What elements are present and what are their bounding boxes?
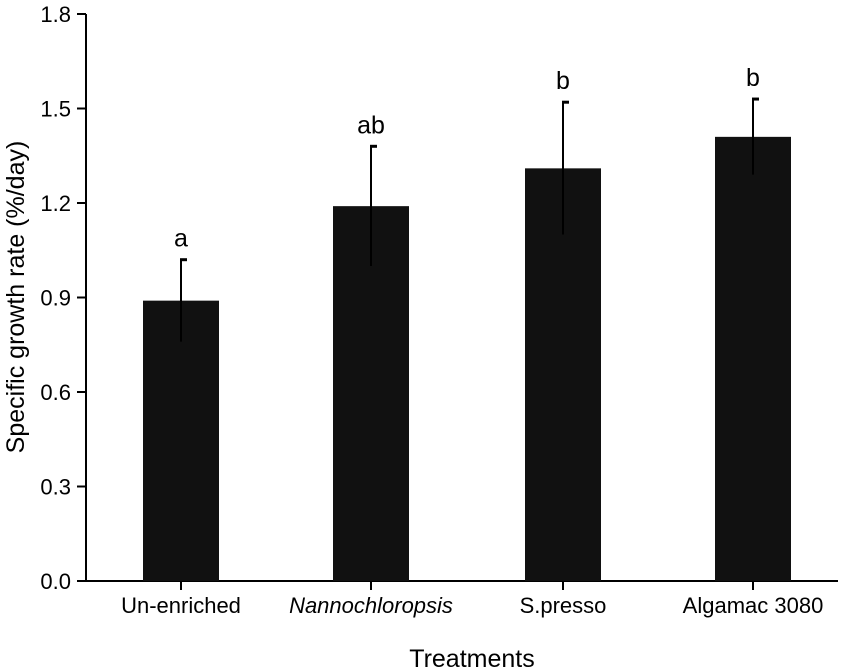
y-tick-label: 1.2 <box>40 191 71 216</box>
y-tick-label: 1.5 <box>40 97 71 122</box>
significance-label: a <box>174 225 188 253</box>
significance-label: b <box>746 64 760 92</box>
plot-area: 0.0 0.3 0.6 0.9 1.2 1.5 1.8 a Un-enriched ab Nanno… <box>40 2 838 618</box>
bar <box>333 206 409 581</box>
x-tick-label: Nannochloropsis <box>289 593 453 618</box>
bar <box>525 168 601 581</box>
y-tick-label: 0.0 <box>40 569 71 594</box>
y-tick-label: 0.9 <box>40 286 71 311</box>
y-tick-label: 0.6 <box>40 380 71 405</box>
y-tick-label: 1.8 <box>40 2 71 27</box>
significance-label: ab <box>357 111 385 139</box>
x-tick-label: Algamac 3080 <box>683 593 824 618</box>
y-axis-title: Specific growth rate (%/day) <box>2 141 30 454</box>
x-tick-label: S.presso <box>520 593 607 618</box>
x-axis-title: Treatments <box>409 645 535 671</box>
significance-label: b <box>556 67 570 95</box>
x-tick-label: Un-enriched <box>121 593 241 618</box>
y-tick-label: 0.3 <box>40 475 71 500</box>
bar <box>715 136 791 581</box>
bar <box>143 300 219 581</box>
